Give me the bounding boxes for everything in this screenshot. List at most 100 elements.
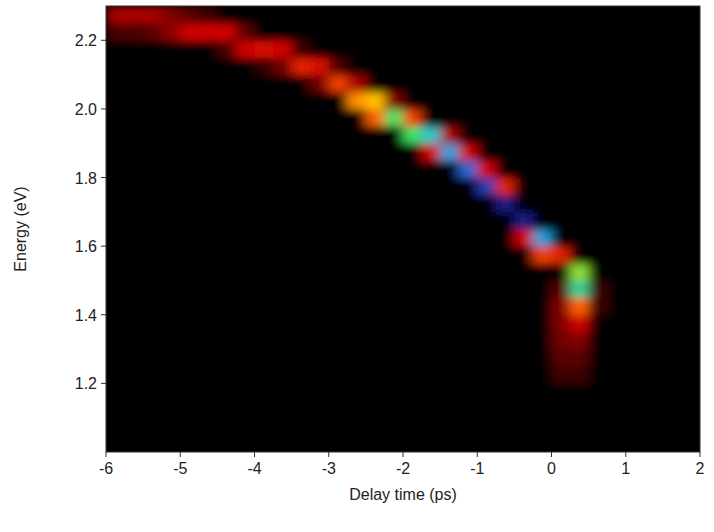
- heatmap-cell: [626, 92, 645, 110]
- heatmap-cell: [366, 212, 385, 230]
- heatmap-cell: [570, 23, 589, 41]
- heatmap-cell: [514, 178, 533, 196]
- heatmap-cell: [366, 75, 385, 93]
- heatmap-cell: [217, 315, 236, 333]
- heatmap-cell: [570, 383, 589, 401]
- heatmap-cell: [273, 178, 292, 196]
- heatmap-cell: [533, 263, 552, 281]
- heatmap-cell: [663, 315, 682, 333]
- heatmap-cell: [570, 160, 589, 178]
- heatmap-cell: [514, 212, 533, 230]
- heatmap-cell: [422, 383, 441, 401]
- heatmap-cell: [143, 315, 162, 333]
- heatmap-cell: [552, 263, 571, 281]
- heatmap-cell: [496, 160, 515, 178]
- heatmap-cell: [199, 349, 218, 367]
- heatmap-cell: [459, 23, 478, 41]
- heatmap-cell: [180, 349, 199, 367]
- heatmap-cell: [422, 401, 441, 419]
- heatmap-cell: [180, 92, 199, 110]
- heatmap-cell: [589, 40, 608, 58]
- heatmap-cell: [384, 75, 403, 93]
- heatmap-cell: [514, 401, 533, 419]
- y-tick: [101, 177, 106, 178]
- heatmap-cell: [384, 57, 403, 75]
- heatmap-cell: [607, 109, 626, 127]
- heatmap-cell: [217, 126, 236, 144]
- heatmap-cell: [422, 178, 441, 196]
- heatmap-cell: [310, 229, 329, 247]
- heatmap-cell: [273, 6, 292, 24]
- heatmap-cell: [273, 212, 292, 230]
- heatmap-cell: [440, 57, 459, 75]
- heatmap-cell: [403, 40, 422, 58]
- heatmap-cell: [273, 349, 292, 367]
- heatmap-cell: [310, 280, 329, 298]
- heatmap-cell: [552, 75, 571, 93]
- heatmap-cell: [366, 229, 385, 247]
- heatmap-cell: [552, 435, 571, 452]
- heatmap-cell: [422, 298, 441, 316]
- heatmap-cell: [589, 75, 608, 93]
- heatmap-cell: [459, 263, 478, 281]
- heatmap-cell: [514, 246, 533, 264]
- heatmap-cell: [347, 366, 366, 384]
- heatmap-cell: [366, 6, 385, 24]
- heatmap-cell: [125, 23, 144, 41]
- heatmap-cell: [477, 229, 496, 247]
- heatmap-cell: [384, 109, 403, 127]
- heatmap-cell: [477, 349, 496, 367]
- heatmap-cell: [106, 160, 125, 178]
- heatmap-cell: [403, 298, 422, 316]
- heatmap-cell: [329, 435, 348, 452]
- heatmap-cell: [292, 401, 311, 419]
- heatmap-cell: [459, 383, 478, 401]
- heatmap-cell: [514, 315, 533, 333]
- heatmap-cell: [125, 6, 144, 24]
- heatmap-cell: [681, 229, 700, 247]
- heatmap-cell: [236, 6, 255, 24]
- heatmap-cell: [422, 57, 441, 75]
- heatmap-cell: [607, 418, 626, 436]
- heatmap-cell: [329, 418, 348, 436]
- heatmap-cell: [496, 92, 515, 110]
- heatmap-cell: [552, 315, 571, 333]
- heatmap-cell: [106, 418, 125, 436]
- heatmap-cell: [217, 246, 236, 264]
- heatmap-cell: [422, 280, 441, 298]
- heatmap-cell: [347, 263, 366, 281]
- heatmap-cell: [626, 160, 645, 178]
- heatmap-cell: [644, 40, 663, 58]
- x-tick-label: -4: [247, 460, 261, 477]
- heatmap-cell: [106, 143, 125, 161]
- heatmap-cell: [533, 109, 552, 127]
- heatmap-cell: [589, 126, 608, 144]
- heatmap-cell: [180, 246, 199, 264]
- heatmap-cell: [496, 40, 515, 58]
- heatmap-cell: [236, 40, 255, 58]
- heatmap-cell: [459, 212, 478, 230]
- heatmap-cell: [589, 212, 608, 230]
- heatmap-cell: [496, 212, 515, 230]
- heatmap-cell: [422, 160, 441, 178]
- heatmap-cell: [514, 126, 533, 144]
- heatmap-cell: [199, 126, 218, 144]
- heatmap-cell: [125, 315, 144, 333]
- heatmap-cell: [644, 435, 663, 452]
- heatmap-cell: [570, 92, 589, 110]
- heatmap-cell: [440, 263, 459, 281]
- heatmap-cell: [310, 178, 329, 196]
- heatmap-cell: [477, 401, 496, 419]
- heatmap-cell: [366, 23, 385, 41]
- heatmap-cell: [514, 280, 533, 298]
- heatmap-cell: [292, 143, 311, 161]
- heatmap-cell: [570, 126, 589, 144]
- heatmap-cell: [589, 246, 608, 264]
- heatmap-cell: [347, 383, 366, 401]
- heatmap-cell: [644, 229, 663, 247]
- heatmap-cell: [552, 126, 571, 144]
- heatmap-cell: [143, 143, 162, 161]
- heatmap-cell: [440, 212, 459, 230]
- heatmap-cell: [607, 195, 626, 213]
- heatmap-cell: [125, 40, 144, 58]
